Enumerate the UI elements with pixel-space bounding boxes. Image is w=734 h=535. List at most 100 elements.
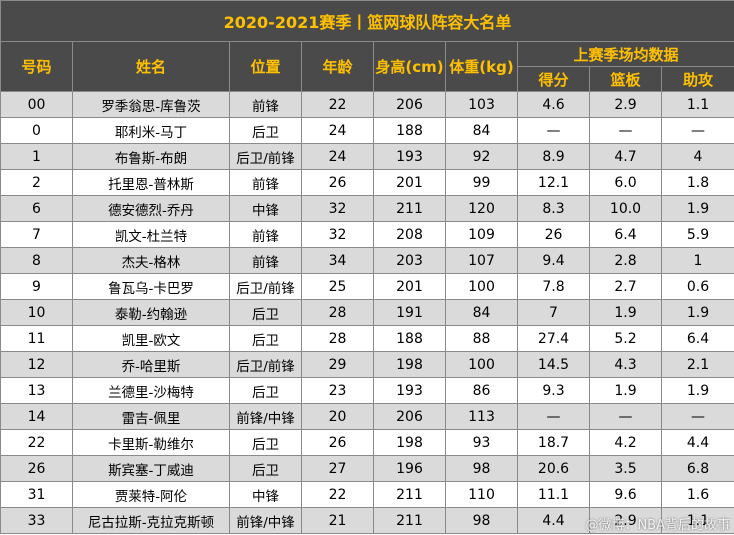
player-height-cell: 211 — [373, 195, 446, 222]
player-height-cell: 198 — [373, 429, 446, 456]
player-height-cell: 188 — [373, 117, 446, 144]
player-name-cell: 凯里-欧文 — [72, 325, 230, 352]
table-row: 13 兰德里-沙梅特 后卫 23 193 86 9.3 1.9 1.9 — [0, 377, 734, 404]
player-height-cell: 203 — [373, 247, 446, 274]
player-rebounds-cell: 2.9 — [589, 507, 662, 534]
player-assists-cell: 6.8 — [660, 455, 734, 482]
player-assists-cell: — — [660, 403, 734, 430]
player-age-cell: 24 — [301, 143, 374, 170]
header-height: 身高(cm) — [373, 41, 446, 92]
player-assists-cell: 2.1 — [660, 351, 734, 378]
table-row: 2 托里恩-普林斯 前锋 26 201 99 12.1 6.0 1.8 — [0, 169, 734, 196]
player-assists-cell: 1.1 — [660, 91, 734, 118]
table-title: 2020-2021赛季丨篮网球队阵容大名单 — [0, 0, 734, 42]
player-points-cell: — — [517, 117, 590, 144]
player-rebounds-cell: 6.4 — [589, 221, 662, 248]
table-row: 14 雷吉-佩里 前锋/中锋 20 206 113— — — — [0, 403, 734, 430]
player-age-cell: 20 — [301, 403, 374, 430]
player-points-cell: 4.4 — [517, 507, 590, 534]
player-position-cell: 后卫 — [229, 377, 302, 404]
player-name-cell: 鲁瓦乌-卡巴罗 — [72, 273, 230, 300]
player-points-cell: 9.3 — [517, 377, 590, 404]
player-assists-cell: 0.6 — [660, 273, 734, 300]
player-age-cell: 26 — [301, 429, 374, 456]
player-number-cell: 13 — [0, 377, 73, 404]
player-position-cell: 后卫/前锋 — [229, 273, 302, 300]
player-name-cell: 罗季翁思-库鲁茨 — [72, 91, 230, 118]
player-number-cell: 8 — [0, 247, 73, 274]
table-row: 12 乔-哈里斯 后卫/前锋 29 198 100 14.5 4.3 2.1 — [0, 351, 734, 378]
player-height-cell: 201 — [373, 273, 446, 300]
player-weight-cell: 98 — [445, 455, 518, 482]
player-weight-cell: 86 — [445, 377, 518, 404]
player-assists-cell: — — [660, 117, 734, 144]
player-position-cell: 前锋/中锋 — [229, 403, 302, 430]
player-number-cell: 26 — [0, 455, 73, 482]
player-weight-cell: 88 — [445, 325, 518, 352]
player-age-cell: 23 — [301, 377, 374, 404]
player-assists-cell: 1.9 — [660, 299, 734, 326]
player-weight-cell: 107 — [445, 247, 518, 274]
player-position-cell: 前锋/中锋 — [229, 507, 302, 534]
table-row: 22 卡里斯-勒维尔 后卫 26 198 93 18.7 4.2 4.4 — [0, 429, 734, 456]
table-row: 33 尼古拉斯-克拉克斯顿 前锋/中锋 21 211 98 4.4 2.9 1.1 — [0, 507, 734, 534]
player-height-cell: 198 — [373, 351, 446, 378]
player-age-cell: 22 — [301, 481, 374, 508]
player-age-cell: 25 — [301, 273, 374, 300]
player-name-cell: 尼古拉斯-克拉克斯顿 — [72, 507, 230, 534]
player-points-cell: 26 — [517, 221, 590, 248]
player-rebounds-cell: 1.9 — [589, 377, 662, 404]
player-name-cell: 杰夫-格林 — [72, 247, 230, 274]
player-weight-cell: 93 — [445, 429, 518, 456]
player-number-cell: 33 — [0, 507, 73, 534]
header-name: 姓名 — [72, 41, 230, 92]
player-weight-cell: 109 — [445, 221, 518, 248]
player-height-cell: 196 — [373, 455, 446, 482]
player-name-cell: 斯宾塞-丁威迪 — [72, 455, 230, 482]
player-number-cell: 6 — [0, 195, 73, 222]
table-row: 8 杰夫-格林 前锋 34 203 107 9.4 2.8 1 — [0, 247, 734, 274]
player-position-cell: 前锋 — [229, 247, 302, 274]
table-row: 7 凯文-杜兰特 前锋 32 208 109 26 6.4 5.9 — [0, 221, 734, 248]
player-number-cell: 9 — [0, 273, 73, 300]
player-number-cell: 11 — [0, 325, 73, 352]
player-position-cell: 后卫/前锋 — [229, 351, 302, 378]
player-points-cell: 7.8 — [517, 273, 590, 300]
player-number-cell: 10 — [0, 299, 73, 326]
player-assists-cell: 1.9 — [660, 377, 734, 404]
player-rebounds-cell: 6.0 — [589, 169, 662, 196]
player-position-cell: 后卫/前锋 — [229, 143, 302, 170]
player-number-cell: 2 — [0, 169, 73, 196]
player-rebounds-cell: 4.3 — [589, 351, 662, 378]
player-points-cell: 8.9 — [517, 143, 590, 170]
player-number-cell: 00 — [0, 91, 73, 118]
player-height-cell: 193 — [373, 377, 446, 404]
player-rebounds-cell: 10.0 — [589, 195, 662, 222]
player-age-cell: 24 — [301, 117, 374, 144]
player-position-cell: 后卫 — [229, 455, 302, 482]
player-points-cell: 18.7 — [517, 429, 590, 456]
player-name-cell: 卡里斯-勒维尔 — [72, 429, 230, 456]
player-assists-cell: 6.4 — [660, 325, 734, 352]
player-rebounds-cell: 1.9 — [589, 299, 662, 326]
player-name-cell: 托里恩-普林斯 — [72, 169, 230, 196]
header-assists: 助攻 — [660, 66, 734, 92]
player-height-cell: 206 — [373, 403, 446, 430]
player-height-cell: 188 — [373, 325, 446, 352]
roster-body: 00 罗季翁思-库鲁茨 前锋 22 206 103 4.6 2.9 1.1 0 耶利米-马丁 后卫 24… — [0, 91, 734, 534]
player-age-cell: 22 — [301, 91, 374, 118]
player-points-cell: 11.1 — [517, 481, 590, 508]
player-height-cell: 191 — [373, 299, 446, 326]
player-assists-cell: 4.4 — [660, 429, 734, 456]
player-rebounds-cell: — — [589, 117, 662, 144]
player-assists-cell: 5.9 — [660, 221, 734, 248]
player-number-cell: 22 — [0, 429, 73, 456]
player-points-cell: 14.5 — [517, 351, 590, 378]
player-points-cell: 9.4 — [517, 247, 590, 274]
player-assists-cell: 1.1 — [660, 507, 734, 534]
player-name-cell: 乔-哈里斯 — [72, 351, 230, 378]
player-weight-cell: 120 — [445, 195, 518, 222]
table-row: 10 泰勒-约翰逊 后卫 28 191 84 7 1.9 1.9 — [0, 299, 734, 326]
